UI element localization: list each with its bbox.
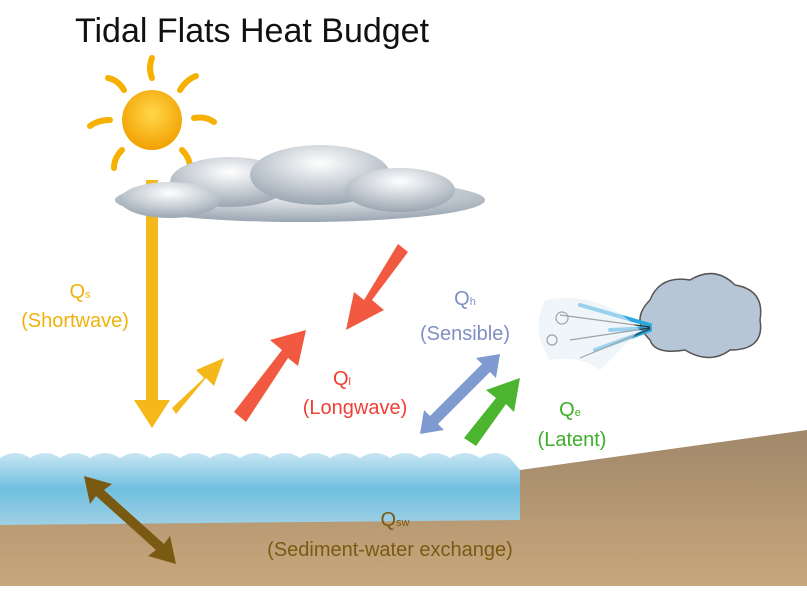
flux-name: (Sediment-water exchange) [267, 539, 513, 561]
wind-icon [539, 274, 761, 370]
flux-name: (Latent) [538, 429, 607, 451]
flux-symbol: Qs [69, 281, 91, 303]
cloud [115, 145, 485, 222]
flux-symbol: Ql [333, 368, 351, 390]
longwave-arrows [234, 244, 408, 422]
flux-name: (Longwave) [303, 397, 408, 419]
sun [90, 58, 214, 168]
flux-name: (Shortwave) [21, 310, 129, 332]
water [0, 453, 520, 525]
diagram: Tidal Flats Heat Budget [0, 0, 807, 586]
flux-symbol: Qe [559, 399, 581, 421]
title: Tidal Flats Heat Budget [75, 12, 430, 50]
flux-symbol: Qh [454, 288, 476, 310]
flux-name: (Sensible) [420, 323, 510, 345]
